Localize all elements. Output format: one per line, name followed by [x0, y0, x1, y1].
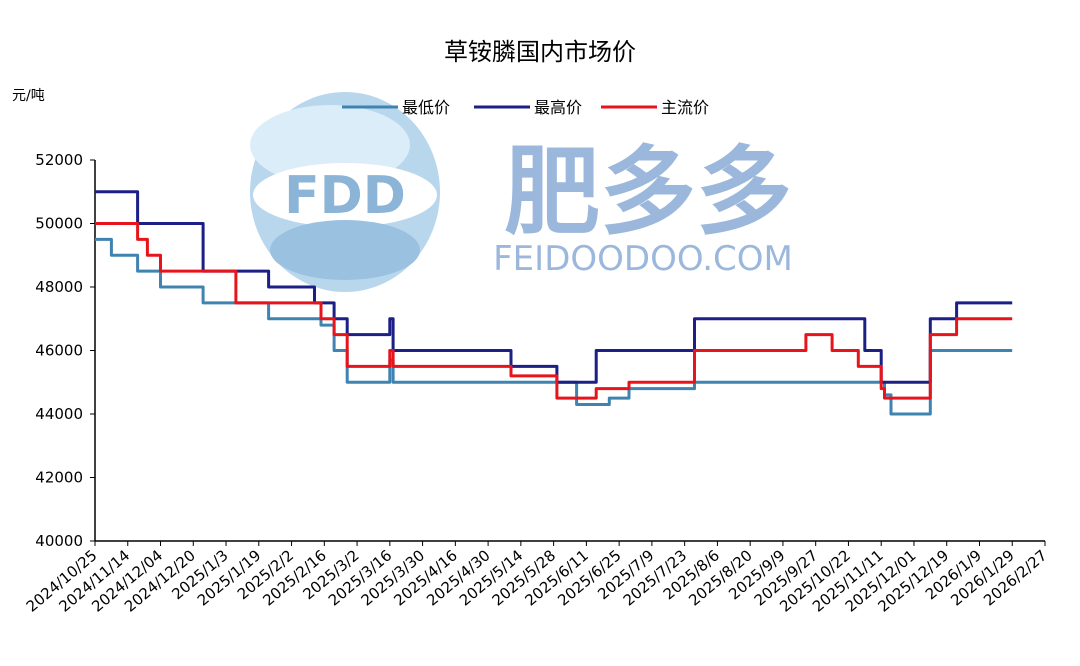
y-tick-label: 44000 — [35, 405, 83, 423]
y-tick-label: 42000 — [35, 469, 83, 487]
series-line-main — [95, 222, 1013, 400]
legend-label-low: 最低价 — [402, 98, 450, 117]
watermark-logo-text: FDD — [284, 166, 406, 226]
legend-label-high: 最高价 — [534, 98, 582, 117]
watermark-logo-lower — [270, 220, 420, 280]
watermark-logo-band — [253, 163, 437, 227]
chart-title: 草铵膦国内市场价 — [444, 38, 636, 66]
watermark-brand-cn: 肥多多 — [504, 136, 792, 248]
y-axis-unit: 元/吨 — [12, 88, 45, 104]
series-line-low — [95, 237, 1013, 416]
watermark-brand-url: FEIDOODOO.COM — [493, 239, 793, 279]
y-tick-label: 40000 — [35, 532, 83, 550]
y-tick-label: 46000 — [35, 342, 83, 360]
y-tick-label: 48000 — [35, 278, 83, 296]
watermark: FDD 肥多多 FEIDOODOO.COM — [250, 92, 793, 292]
legend-label-main: 主流价 — [661, 98, 709, 117]
legend: 最低价 最高价 主流价 — [342, 98, 709, 117]
y-tick-label: 50000 — [35, 215, 83, 233]
y-tick-label: 52000 — [35, 151, 83, 169]
